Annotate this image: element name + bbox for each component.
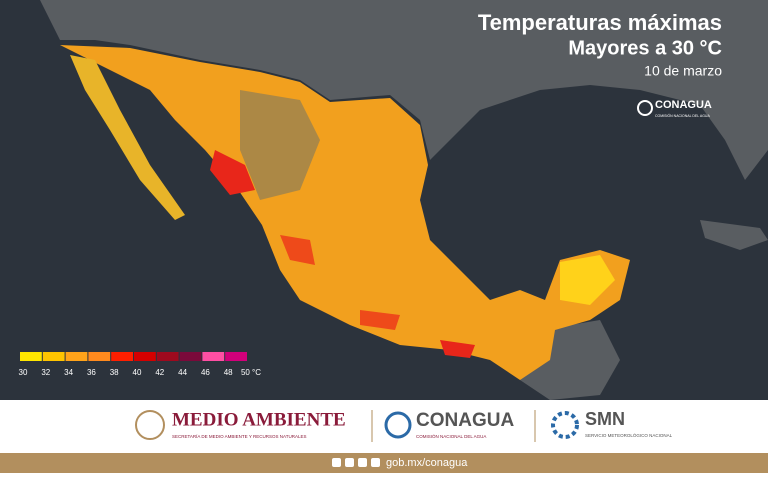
logo-tagline: SERVICIO METEOROLÓGICO NACIONAL — [585, 432, 673, 438]
legend-tick-label: 44 — [178, 368, 187, 377]
hot-zone — [440, 340, 475, 358]
legend-swatch — [179, 352, 202, 361]
social-icon[interactable] — [358, 458, 367, 467]
legend-tick-label: 40 — [133, 368, 142, 377]
mexico-mainland — [60, 45, 630, 380]
legend-swatch — [225, 352, 247, 361]
legend-swatch — [88, 352, 111, 361]
logo-name: SMN — [585, 409, 625, 429]
date: 10 de marzo — [644, 63, 722, 79]
legend-tick-label: 32 — [41, 368, 50, 377]
social-icons — [332, 458, 380, 467]
title: Temperaturas máximas — [478, 10, 722, 35]
social-icon[interactable] — [345, 458, 354, 467]
legend-swatch — [42, 352, 65, 361]
yucatan — [560, 255, 615, 305]
legend-swatch — [20, 352, 42, 361]
footer-band — [0, 453, 768, 473]
cool-zone — [240, 90, 320, 200]
logo-name: MEDIO AMBIENTE — [172, 409, 346, 430]
map-logo-name: CONAGUA — [655, 99, 712, 111]
legend-swatch — [156, 352, 179, 361]
legend-tick-label: 46 — [201, 368, 210, 377]
logo-tagline: SECRETARÍA DE MEDIO AMBIENTE Y RECURSOS … — [172, 433, 306, 439]
legend-tick-label: 48 — [224, 368, 233, 377]
legend-tick-label: 50 °C — [241, 368, 261, 377]
social-icon[interactable] — [332, 458, 341, 467]
legend-tick-label: 38 — [110, 368, 119, 377]
legend-tick-label: 36 — [87, 368, 96, 377]
logo-icon — [551, 411, 579, 439]
hot-zone — [210, 150, 255, 195]
legend-tick-label: 34 — [64, 368, 73, 377]
footer — [0, 400, 768, 453]
legend: 30 32 34 36 38 40 42 44 46 48 50 °C — [19, 352, 261, 377]
usa-land — [40, 0, 768, 180]
hot-zone — [280, 235, 315, 265]
logo-icon — [384, 411, 412, 439]
logo-icon — [135, 410, 165, 440]
legend-swatch — [111, 352, 133, 361]
baja-california — [70, 55, 185, 220]
logo-name: CONAGUA — [416, 410, 514, 431]
logo-tagline: COMISIÓN NACIONAL DEL AGUA — [416, 433, 486, 439]
legend-swatch — [134, 352, 156, 361]
logo-icon — [637, 100, 653, 116]
legend-tick-label: 30 — [19, 368, 28, 377]
social-icon[interactable] — [371, 458, 380, 467]
hot-zone — [360, 310, 400, 330]
subtitle: Mayores a 30 °C — [568, 37, 722, 59]
map-logo-tagline: COMISIÓN NACIONAL DEL AGUA — [655, 113, 710, 118]
legend-swatch — [202, 352, 225, 361]
legend-tick-label: 42 — [155, 368, 164, 377]
legend-swatch — [65, 352, 88, 361]
footer-url[interactable]: gob.mx/conagua — [386, 457, 468, 469]
cuba — [700, 220, 768, 250]
